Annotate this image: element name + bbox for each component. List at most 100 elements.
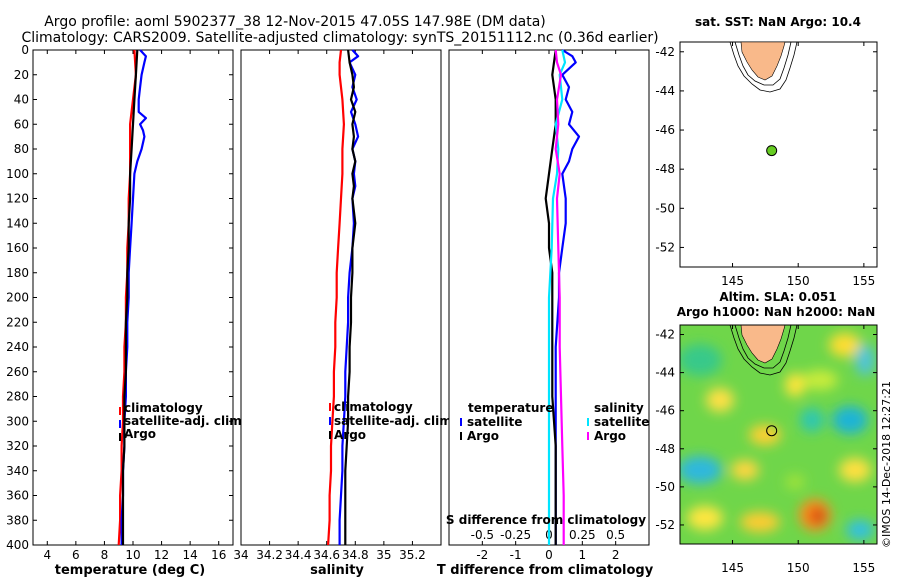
series-line-temperature-argo [544,49,557,545]
legend-title-salinity: salinity [594,401,644,415]
sla-blob [680,456,722,484]
legend-label-argo: Argo [124,427,156,441]
s-diff-tick-label: 0.5 [606,528,625,542]
difference-x-axis: -2 -1 0 1 2-0.5 -0.25 0 0.25 0.5 [471,50,625,562]
shelf-contour-outer [729,325,798,376]
sst-map-title: sat. SST: NaN Argo: 10.4 [695,15,861,29]
x-tick-label: -1 [510,548,522,562]
depth-tick-label: 120 [6,192,29,206]
sla-blob [785,373,805,397]
difference-panel: -2 -1 0 1 2-0.5 -0.25 0 0.25 0.5 T difference fr… [437,49,654,578]
sla-map-title2: Argo h1000: NaN h2000: NaN [677,305,876,319]
lat-tick-label: -48 [655,162,675,176]
temperature-legend: climatology satellite-adj. clim. Argo [119,401,246,441]
lat-tick-label: -52 [655,518,675,532]
depth-tick-label: 400 [6,538,29,552]
lat-tick-label: -42 [655,328,675,342]
x-tick-label: 2 [612,548,620,562]
series-line-salinity-argo [554,49,565,545]
depth-tick-label: 320 [6,439,29,453]
difference-series [544,49,581,545]
salinity-x-axis: 34 34.2 34.4 34.6 34.8 35 35.2 [233,50,426,562]
x-tick-label: -2 [476,548,488,562]
lat-tick-label: -46 [655,123,675,137]
legend-title-temperature: temperature [468,401,553,415]
lon-tick-label: 150 [787,274,810,288]
sla-blob [687,506,723,530]
lat-tick-label: -50 [655,201,675,215]
sla-map-frame [679,324,878,545]
legend-label-t-satellite: satellite [467,415,522,429]
argo-float-marker [766,145,778,157]
s-diff-tick-label: -0.25 [500,528,531,542]
s-diff-tick-label: -0.5 [471,528,494,542]
figure-title-line2: Climatology: CARS2009. Satellite-adjuste… [21,30,658,46]
x-tick-label: 8 [101,548,109,562]
sla-map-lon-axis: 145 150 155 [721,325,875,575]
sst-map-lon-axis: 145 150 155 [721,42,875,288]
legend-label-t-argo: Argo [467,429,499,443]
argo-float-marker [766,425,778,437]
sla-blob [749,425,781,445]
salinity-legend: climatology satellite-adj. clim. Argo [329,400,456,442]
shelf-contour-inner [734,325,792,369]
depth-tick-label: 40 [14,93,29,107]
depth-tick-label: 260 [6,365,29,379]
depth-tick-label: 60 [14,117,29,131]
sla-blob [855,344,875,376]
temperature-xlabel: temperature (deg C) [55,563,205,578]
sla-heatmap [680,325,877,544]
x-tick-label: 34 [233,548,248,562]
lon-tick-label: 145 [721,561,744,575]
tasmania-landmass [740,325,786,364]
lat-tick-label: -42 [655,45,675,59]
salinity-axes-frame [240,49,442,546]
sla-blob [680,344,722,376]
x-tick-label: 12 [154,548,169,562]
difference-xlabel: T difference from climatology [437,563,654,578]
shelf-contour-inner [734,42,792,86]
sla-blob [811,508,825,524]
depth-tick-label: 380 [6,513,29,527]
x-tick-label: 0 [545,548,553,562]
sla-blob [731,460,759,480]
difference-legend: temperature satellite Argo salinity sate… [460,401,649,443]
depth-tick-label: 240 [6,340,29,354]
lat-tick-label: -44 [655,366,675,380]
sst-map-panel: sat. SST: NaN Argo: 10.4 145 150 155 -42-4… [655,15,878,288]
series-line-climatology [117,49,137,546]
lat-tick-label: -44 [655,84,675,98]
temperature-x-axis: 4 6 8 10 12 14 16 [43,50,226,562]
salinity-series [327,49,360,546]
x-tick-label: 34.8 [342,548,369,562]
tasmania-landmass [740,42,786,81]
sst-map-points [766,145,778,157]
sla-blob [740,512,780,532]
depth-tick-label: 340 [6,464,29,478]
lat-tick-label: -48 [655,442,675,456]
lat-tick-label: -52 [655,240,675,254]
depth-tick-label: 100 [6,167,29,181]
depth-tick-label: 140 [6,216,29,230]
sla-blob [839,458,871,482]
salinity-xlabel: salinity [310,563,364,578]
sla-map-title1: Altim. SLA: 0.051 [719,290,836,304]
legend-label-climatology: climatology [124,401,203,415]
x-tick-label: 35.2 [399,548,426,562]
legend-label-s-argo: Argo [594,429,626,443]
lon-tick-label: 150 [787,561,810,575]
figure-title-line1: Argo profile: aoml 5902377_38 12-Nov-201… [44,14,546,30]
salinity-panel: 34 34.2 34.4 34.6 34.8 35 35.2 salinity climat… [233,49,456,578]
sla-blob [846,520,874,540]
lon-tick-label: 155 [852,561,875,575]
sst-map-lat-axis: -42 -44 -46 -48 -50 -52 [655,45,877,254]
legend-label-satellite-adj: satellite-adj. clim. [124,414,246,428]
sla-map-points [766,425,778,437]
depth-tick-label: 220 [6,315,29,329]
x-tick-label: 14 [183,548,198,562]
depth-tick-label: 360 [6,489,29,503]
imos-watermark: ©IMOS 14-Dec-2018 12:27:21 [880,381,893,548]
lon-tick-label: 155 [852,274,875,288]
depth-tick-label: 0 [21,43,29,57]
depth-tick-label: 300 [6,414,29,428]
